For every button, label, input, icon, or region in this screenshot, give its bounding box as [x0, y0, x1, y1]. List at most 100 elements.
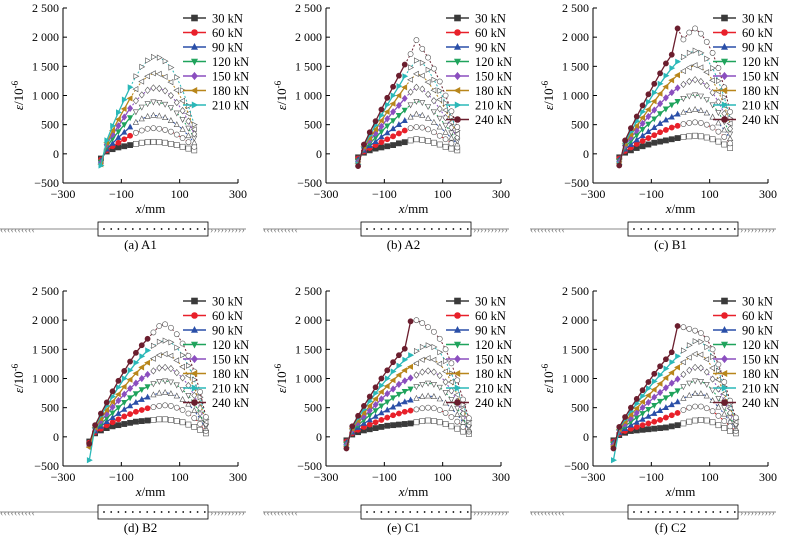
- data-point: [628, 404, 634, 411]
- series-line-dashed: [129, 72, 195, 130]
- data-point: [633, 136, 640, 143]
- hatch-left-mark: ‹: [274, 225, 277, 236]
- gauge-dot: [452, 511, 455, 513]
- hatch-right-mark: ›: [210, 508, 213, 519]
- y-tick-label: 500: [571, 401, 589, 415]
- x-axis-unit: /mm: [404, 484, 428, 499]
- data-point: [436, 335, 443, 342]
- data-point: [633, 418, 640, 425]
- data-point: [156, 54, 163, 61]
- hatch-left-mark: ‹: [541, 508, 544, 519]
- gauge-dot: [452, 228, 455, 230]
- data-point: [692, 338, 699, 345]
- data-point: [378, 409, 385, 416]
- y-axis-exp: -6: [540, 80, 550, 88]
- data-point: [639, 411, 646, 418]
- gauge-dot: [394, 228, 397, 230]
- gauge-dot: [394, 511, 397, 513]
- data-point: [646, 98, 652, 105]
- gauge-dot: [459, 511, 462, 513]
- data-point: [120, 105, 127, 112]
- data-point: [436, 115, 443, 122]
- hatch-left-mark: ‹: [288, 225, 291, 236]
- hatch-right-mark: ›: [221, 508, 224, 519]
- data-point: [384, 367, 391, 374]
- data-point: [127, 411, 133, 417]
- data-point: [191, 312, 198, 319]
- data-point: [115, 129, 122, 136]
- series-line-dashed: [410, 395, 470, 431]
- y-axis-exp: -6: [273, 80, 283, 88]
- data-point: [645, 379, 652, 385]
- data-point: [121, 143, 128, 150]
- data-point: [668, 391, 675, 398]
- data-point: [138, 115, 145, 122]
- series-line-dashed: [677, 94, 731, 135]
- data-point: [384, 422, 391, 429]
- data-point: [150, 138, 157, 145]
- data-point: [651, 89, 658, 96]
- data-point: [698, 30, 704, 37]
- data-point: [680, 96, 687, 102]
- data-point: [155, 70, 162, 77]
- data-point: [190, 87, 198, 94]
- data-point: [644, 392, 651, 399]
- x-tick-label: 100: [434, 470, 452, 484]
- legend-label: 30 kN: [742, 12, 773, 26]
- data-point: [436, 360, 443, 367]
- data-point: [674, 72, 680, 79]
- data-point: [395, 400, 402, 407]
- gauge-dot: [203, 511, 206, 513]
- data-point: [460, 401, 467, 408]
- data-point: [132, 398, 139, 405]
- data-point: [109, 388, 116, 395]
- data-point: [407, 318, 414, 325]
- data-point: [378, 395, 385, 403]
- data-point: [709, 375, 716, 383]
- gauge-dot: [167, 228, 170, 230]
- hatch-right-mark: ›: [498, 508, 501, 519]
- data-point: [197, 404, 204, 412]
- data-point: [657, 111, 664, 118]
- y-axis-var: ε: [274, 104, 289, 110]
- data-point: [167, 117, 174, 123]
- data-point: [419, 320, 426, 326]
- x-axis-unit: /mm: [671, 201, 695, 216]
- hatch-left-mark: ‹: [11, 508, 14, 519]
- data-point: [396, 421, 402, 428]
- hatch-left-mark: ‹: [270, 508, 273, 519]
- data-point: [127, 104, 134, 112]
- gauge-dot: [423, 228, 426, 230]
- data-point: [395, 371, 402, 379]
- data-point: [466, 415, 472, 422]
- hatch-right-mark: ›: [772, 225, 775, 236]
- data-point: [413, 371, 420, 379]
- data-point: [162, 402, 168, 409]
- data-point: [698, 120, 704, 126]
- data-point: [447, 378, 454, 386]
- hatch-left-mark: ‹: [562, 508, 565, 519]
- data-point: [425, 417, 431, 424]
- data-point: [191, 139, 198, 146]
- hatch-right-mark: ›: [214, 508, 217, 519]
- data-point: [442, 346, 449, 353]
- data-point: [436, 105, 443, 113]
- hatch-right-mark: ›: [224, 225, 227, 236]
- gauge-dot: [387, 228, 390, 230]
- hatch-right-mark: ›: [235, 508, 238, 519]
- data-point: [138, 395, 145, 402]
- y-tick-label: 1 500: [32, 342, 59, 356]
- data-point: [360, 409, 367, 416]
- data-point: [173, 131, 180, 138]
- y-tick-label: 2 500: [562, 284, 589, 298]
- gauge-dot: [697, 511, 700, 513]
- data-point: [390, 92, 397, 99]
- data-point: [197, 394, 204, 401]
- legend-label: 60 kN: [212, 26, 243, 40]
- y-axis-unit: /10: [541, 371, 556, 388]
- data-point: [184, 110, 191, 117]
- x-tick-label: −300: [581, 187, 606, 201]
- data-point: [431, 343, 438, 351]
- data-point: [180, 352, 187, 359]
- data-point: [115, 139, 122, 146]
